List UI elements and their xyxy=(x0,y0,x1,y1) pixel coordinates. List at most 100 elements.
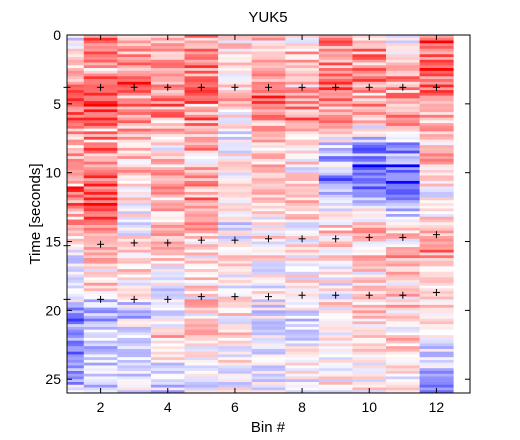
heatmap-cell xyxy=(67,40,85,44)
heatmap-cell xyxy=(386,156,421,160)
heatmap-cell xyxy=(83,46,118,50)
heatmap-cell xyxy=(150,103,185,107)
heatmap-cell xyxy=(83,263,118,267)
heatmap-cell xyxy=(318,128,353,132)
heatmap-cell xyxy=(117,70,152,74)
heatmap-cell xyxy=(83,343,118,347)
heatmap-cell xyxy=(386,387,421,391)
heatmap-cell xyxy=(218,191,253,196)
heatmap-cell xyxy=(251,318,286,322)
heatmap-cell xyxy=(285,46,320,50)
heatmap-cell xyxy=(218,153,253,157)
heatmap-cell xyxy=(352,326,387,331)
heatmap-cell xyxy=(150,90,185,94)
heatmap-cell xyxy=(318,260,353,264)
heatmap-cell xyxy=(352,128,387,132)
heatmap-cell xyxy=(318,271,353,275)
heatmap-cell xyxy=(318,266,353,270)
heatmap-cell xyxy=(386,103,421,107)
heatmap-cell xyxy=(150,153,185,157)
heatmap-cell xyxy=(117,247,152,251)
heatmap-cell xyxy=(117,169,152,174)
heatmap-cell xyxy=(318,304,353,309)
heatmap-cell xyxy=(285,136,320,141)
heatmap-cell xyxy=(352,106,387,110)
heatmap-cell xyxy=(67,230,85,234)
heatmap-cell xyxy=(67,48,85,52)
heatmap-cell xyxy=(419,156,454,160)
heatmap-cell xyxy=(352,335,387,339)
heatmap-cell xyxy=(67,260,85,264)
heatmap-cell xyxy=(67,98,85,102)
heatmap-cell xyxy=(150,156,185,160)
heatmap-cell xyxy=(150,59,185,63)
heatmap-cell xyxy=(83,164,118,168)
heatmap-cell xyxy=(83,117,118,121)
heatmap-cell xyxy=(386,189,421,193)
heatmap-cell xyxy=(117,156,152,160)
heatmap-cell xyxy=(83,332,118,336)
heatmap-cell xyxy=(67,365,85,369)
heatmap-cell xyxy=(285,150,320,154)
heatmap-cell xyxy=(352,211,387,215)
heatmap-cell xyxy=(184,222,219,226)
heatmap-cell xyxy=(150,131,185,135)
heatmap-cell xyxy=(318,313,353,317)
heatmap-cell xyxy=(352,59,387,63)
heatmap-cell xyxy=(117,68,152,72)
heatmap-cell xyxy=(352,147,387,152)
heatmap-cell xyxy=(251,379,286,383)
heatmap-cell xyxy=(251,120,286,124)
heatmap-cell xyxy=(150,150,185,154)
heatmap-cell xyxy=(67,263,85,267)
heatmap-cell xyxy=(285,379,320,383)
heatmap-cell xyxy=(318,280,353,284)
heatmap-cell xyxy=(184,307,219,311)
heatmap-cell xyxy=(386,172,421,176)
heatmap-cell xyxy=(184,186,219,190)
heatmap-cell xyxy=(352,302,387,306)
x-tick-label: 8 xyxy=(298,399,306,415)
heatmap-cell xyxy=(419,150,454,154)
heatmap-cell xyxy=(67,362,85,366)
heatmap-cell xyxy=(184,43,219,47)
heatmap-cell xyxy=(352,81,387,85)
heatmap-cell xyxy=(218,134,253,138)
heatmap-cell xyxy=(184,208,219,212)
heatmap-cell xyxy=(184,90,219,94)
heatmap-cell xyxy=(150,98,185,102)
heatmap-cell xyxy=(285,351,320,355)
heatmap-cell xyxy=(285,354,320,358)
heatmap-cell xyxy=(285,81,320,85)
heatmap-cell xyxy=(218,161,253,165)
heatmap-cell xyxy=(218,57,253,61)
heatmap-cell xyxy=(67,390,85,393)
plus-marker xyxy=(432,288,440,296)
heatmap-cell xyxy=(117,167,152,171)
heatmap-cell xyxy=(285,134,320,138)
heatmap-cell xyxy=(184,95,219,99)
heatmap-cell xyxy=(386,142,421,146)
heatmap-cell xyxy=(285,211,320,215)
heatmap-cell xyxy=(83,145,118,149)
heatmap-cell xyxy=(218,95,253,99)
heatmap-cell xyxy=(67,387,85,391)
heatmap-cell xyxy=(285,92,320,96)
heatmap-cell xyxy=(117,362,152,366)
heatmap-cell xyxy=(184,365,219,369)
heatmap-cell xyxy=(386,134,421,138)
heatmap-cell xyxy=(83,62,118,66)
heatmap-cell xyxy=(218,128,253,132)
heatmap-cell xyxy=(184,147,219,152)
heatmap-cell xyxy=(67,101,85,105)
plus-marker xyxy=(399,291,407,299)
heatmap-cell xyxy=(83,197,118,201)
heatmap-cell xyxy=(117,103,152,107)
heatmap-cell xyxy=(184,114,219,119)
plus-marker xyxy=(231,293,239,301)
heatmap-cell xyxy=(83,158,118,163)
heatmap-cell xyxy=(184,329,219,333)
heatmap-cell xyxy=(184,51,219,55)
heatmap-cell xyxy=(419,255,454,259)
heatmap-cell xyxy=(83,384,118,388)
